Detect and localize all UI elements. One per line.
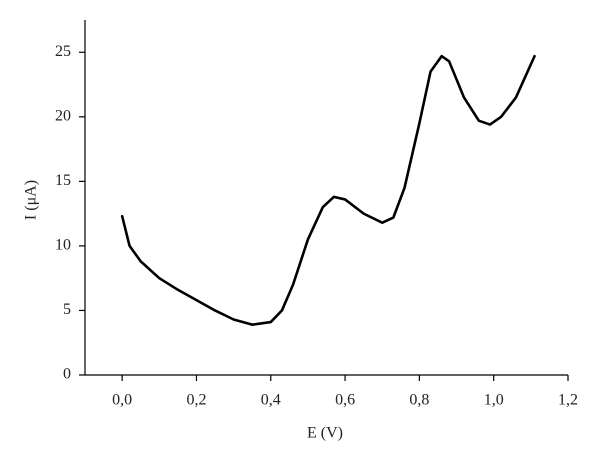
x-tick-label: 0,2 — [186, 392, 206, 409]
data-line — [120, 54, 536, 326]
y-axis-label: I (μA) — [23, 180, 40, 220]
y-tick-label: 5 — [63, 301, 71, 318]
y-tick-label: 15 — [55, 172, 71, 189]
y-tick-label: 20 — [55, 107, 71, 124]
y-tick-label: 10 — [55, 237, 71, 254]
x-tick-label: 1,0 — [484, 392, 504, 409]
x-tick-label: 0,0 — [112, 392, 132, 409]
x-tick-label: 0,6 — [335, 392, 355, 409]
x-axis-label: E (V) — [307, 425, 343, 442]
y-tick-label: 25 — [55, 43, 71, 60]
x-tick-label: 0,8 — [409, 392, 429, 409]
x-tick-label: 1,2 — [558, 392, 578, 409]
x-tick-label: 0,4 — [261, 392, 281, 409]
y-tick-label: 0 — [63, 366, 71, 383]
